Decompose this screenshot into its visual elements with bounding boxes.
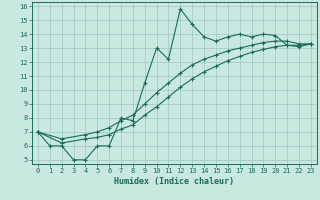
X-axis label: Humidex (Indice chaleur): Humidex (Indice chaleur): [115, 177, 234, 186]
